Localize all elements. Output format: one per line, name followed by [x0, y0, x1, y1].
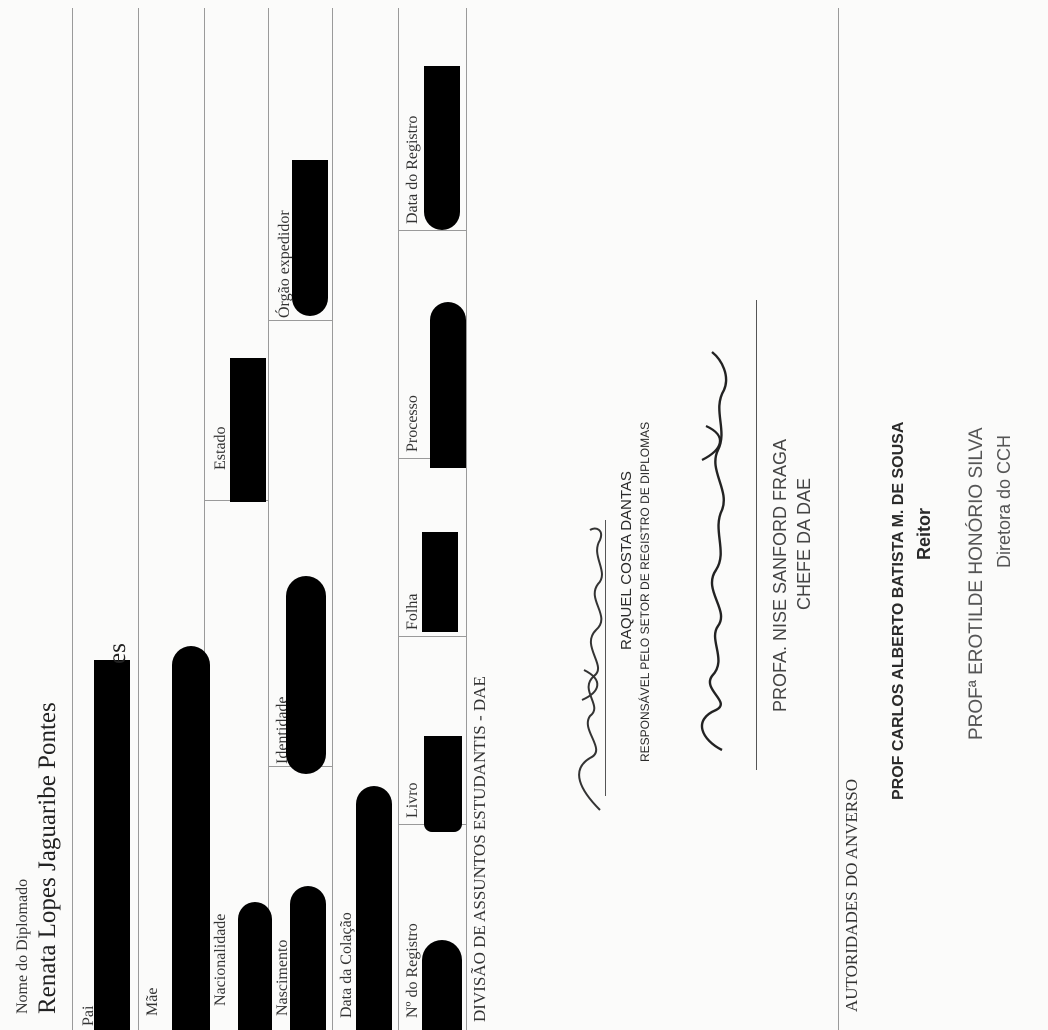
- redaction-block: [424, 736, 462, 832]
- column-line: [398, 8, 399, 1030]
- column-line: [204, 8, 205, 1030]
- signature-2-role: CHEFE DA DAE: [794, 477, 814, 610]
- column-line: [332, 8, 333, 1030]
- redaction-block: [94, 660, 130, 1030]
- redaction-block: [286, 576, 326, 774]
- redaction-block: [424, 66, 460, 230]
- numero-registro-label: Nº do Registro: [404, 923, 421, 1018]
- column-line: [138, 8, 139, 1030]
- signature-line: [756, 300, 757, 770]
- signature-line: [605, 520, 606, 796]
- processo-label: Processo: [404, 395, 421, 452]
- estado-label: Estado: [212, 426, 229, 470]
- livro-label: Livro: [404, 782, 421, 818]
- redaction-block: [290, 886, 326, 1030]
- redaction-block: [238, 902, 272, 1030]
- diplomado-label: Nome do Diplomado: [14, 878, 31, 1014]
- column-line: [268, 8, 269, 1030]
- data-registro-label: Data do Registro: [404, 115, 421, 224]
- signature-raquel: [578, 527, 603, 811]
- signature-1-name: RAQUEL COSTA DANTAS: [618, 471, 635, 650]
- folha-label: Folha: [404, 593, 421, 630]
- diplomado-name: Renata Lopes Jaguaribe Pontes: [34, 702, 61, 1014]
- signature-2-name: PROFA. NISE SANFORD FRAGA: [770, 438, 790, 712]
- row-divider: [268, 320, 332, 321]
- redaction-block: [230, 358, 266, 502]
- redaction-block: [422, 940, 462, 1030]
- redaction-block: [356, 786, 392, 1030]
- signature-1-role: RESPONSÁVEL PELO SETOR DE REGISTRO DE DI…: [638, 421, 652, 762]
- diretora-name: PROFª EROTILDE HONÓRIO SILVA: [966, 427, 987, 741]
- redaction-block: [430, 302, 466, 468]
- reitor-name: PROF CARLOS ALBERTO BATISTA M. DE SOUSA: [890, 421, 907, 800]
- column-line: [838, 8, 839, 1030]
- diretora-role: Diretora do CCH: [994, 434, 1014, 568]
- dae-heading: DIVISÃO DE ASSUNTOS ESTUDANTIS - DAE: [470, 676, 489, 1022]
- nacionalidade-label: Nacionalidade: [212, 913, 229, 1006]
- row-divider: [398, 636, 466, 637]
- row-divider: [398, 230, 466, 231]
- column-line: [72, 8, 73, 1030]
- reitor-role: Reitor: [914, 507, 934, 560]
- column-line: [466, 8, 467, 1030]
- mae-label: Mãe: [144, 987, 161, 1016]
- redaction-block: [292, 160, 328, 316]
- anverso-heading: AUTORIDADES DO ANVERSO: [842, 779, 861, 1012]
- redaction-block: [172, 646, 210, 1030]
- redaction-block: [422, 532, 458, 632]
- data-colacao-label: Data da Colação: [338, 912, 355, 1018]
- signature-nise: [700, 351, 728, 752]
- pai-value-tail: es: [104, 643, 131, 664]
